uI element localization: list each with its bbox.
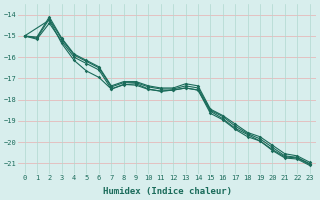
- X-axis label: Humidex (Indice chaleur): Humidex (Indice chaleur): [103, 187, 232, 196]
